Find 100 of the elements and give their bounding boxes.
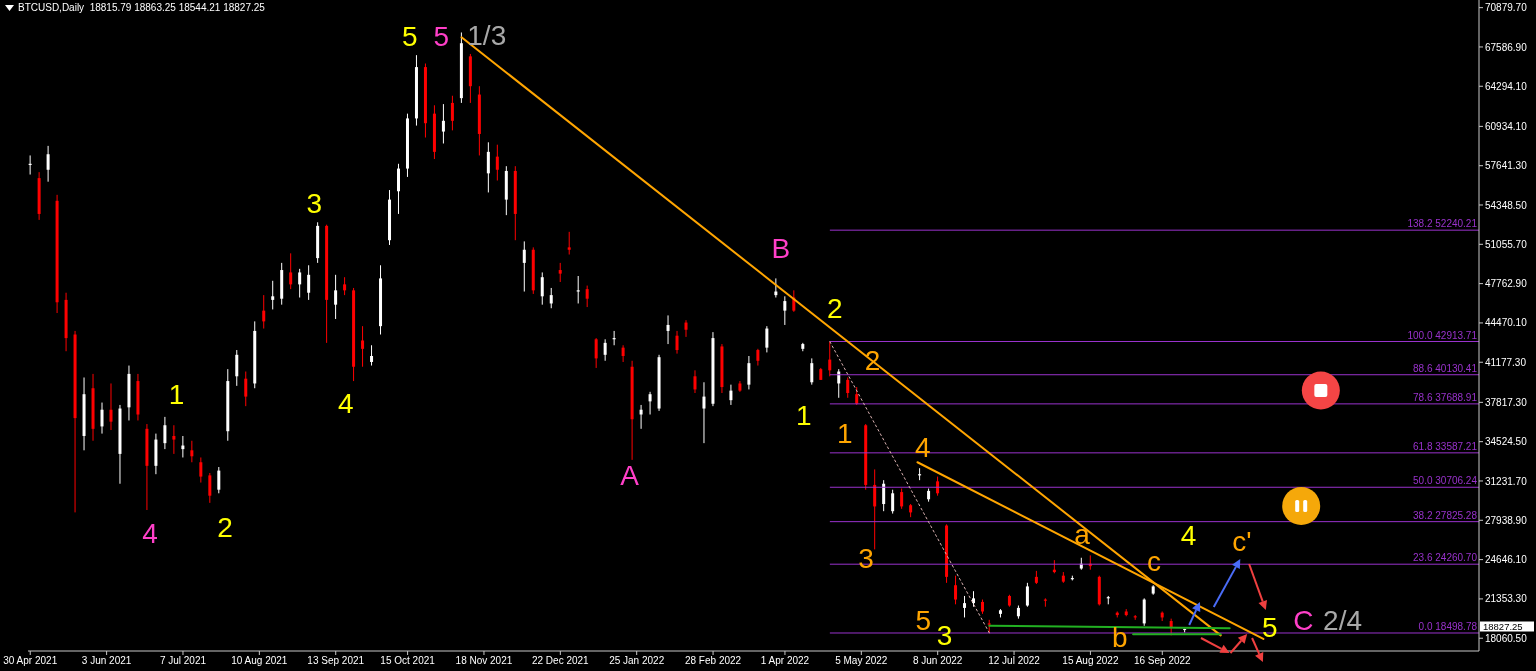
annotation: 5 [915,605,932,636]
candlestick [648,391,652,415]
candlestick [954,575,958,605]
x-tick-label: 15 Aug 2022 [1062,655,1119,667]
annotation: 2 [217,512,233,543]
candlestick [684,319,688,338]
x-tick-label: 12 Jul 2022 [988,655,1041,667]
candlestick [540,271,544,306]
candlestick [262,294,266,330]
candlestick [567,231,571,256]
y-tick-label: 27938.90 [1485,514,1528,526]
x-tick-label: 5 May 2022 [835,655,888,667]
y-tick-label: 57641.30 [1485,160,1528,172]
x-tick-label: 28 Feb 2022 [684,655,742,667]
ref-line-label: 88.6 40130.41 [1413,362,1478,374]
ref-line-label: 78.6 37688.91 [1413,391,1478,403]
x-tick-label: 7 Jul 2021 [159,655,207,667]
candlestick [163,416,167,450]
y-tick-label: 67586.90 [1485,41,1528,53]
x-tick-label: 1 Apr 2022 [760,655,810,667]
candlestick [271,280,275,310]
candlestick [585,285,589,308]
candlestick [558,262,562,283]
candlestick [693,369,697,394]
candlestick [298,268,302,298]
candlestick [765,325,769,353]
candlestick [549,287,553,309]
candlestick [603,338,607,362]
candlestick [783,295,787,326]
candlestick [46,145,50,183]
candlestick [666,314,670,345]
candlestick [289,252,293,290]
candlestick [702,381,706,444]
y-tick-label: 44470.10 [1485,317,1528,329]
y-tick-label: 41177.30 [1485,356,1527,368]
text: 18827.25 [1483,621,1523,632]
candlestick [450,95,454,131]
candlestick [361,325,365,368]
candlestick [522,240,526,293]
candlestick [208,472,212,504]
x-tick-label: 13 Sep 2021 [307,655,365,667]
y-tick-label: 21353.30 [1485,593,1528,605]
x-tick-label: 22 Dec 2021 [531,655,590,667]
y-tick-label: 18060.50 [1485,632,1528,644]
annotation: 1 [168,379,185,410]
x-tick-label: 25 Jan 2022 [609,655,665,667]
candlestick [846,376,850,399]
annotation: 2 [827,293,843,325]
candlestick [729,384,733,406]
ref-line-label: 50.0 30706.24 [1413,475,1478,487]
y-tick-label: 70879.70 [1485,2,1528,14]
annotation: 3 [936,620,953,651]
candlestick [235,349,239,387]
y-tick-label: 24646.10 [1485,554,1528,566]
candlestick [100,402,104,435]
y-tick-label: 37817.30 [1485,396,1528,408]
x-tick-label: 18 Nov 2021 [455,655,513,667]
ref-line-label: 100.0 42913.71 [1407,329,1478,341]
candlestick [441,103,445,144]
candlestick [963,595,967,618]
ref-line-label: 0.0 18498.78 [1418,620,1478,632]
y-tick-label: 64294.10 [1485,80,1528,92]
candlestick [172,424,176,455]
candlestick [900,488,904,510]
candlestick [594,337,598,369]
candlestick [109,382,113,431]
annotation: 3 [306,188,323,220]
candlestick [576,275,580,304]
candlestick [190,440,194,463]
annotation: a [1074,519,1091,550]
candlestick [334,274,338,320]
y-tick-label: 47762.90 [1485,278,1528,290]
annotation: 2/4 [1323,605,1363,637]
y-tick-label: 31231.70 [1485,475,1528,487]
candlestick [1025,582,1029,608]
annotation: C [1293,605,1314,637]
x-tick-label: 15 Oct 2021 [380,655,436,667]
candlestick [639,404,643,430]
ref-line-label: 138.2 52240.21 [1407,218,1478,230]
candlestick [621,344,625,363]
candlestick [217,466,221,494]
annotation: c' [1232,526,1252,557]
annotation: B [771,232,791,264]
annotation: 5 [1262,612,1278,644]
candlestick [1142,597,1146,627]
ref-line-label: 38.2 27825.28 [1413,509,1478,521]
candlestick [675,330,679,355]
candlestick [828,341,832,377]
x-tick-label: 8 Jun 2022 [912,655,963,667]
candlestick [307,264,311,301]
candlestick [199,456,203,484]
ref-line-label: 61.8 33587.21 [1413,440,1478,452]
candlestick [747,355,751,390]
annotation: 4 [914,431,931,463]
annotation: 5 [401,21,418,53]
y-tick-label: 60934.10 [1485,120,1528,132]
y-tick-label: 51055.70 [1485,238,1528,250]
x-tick-label: 3 Jun 2021 [81,655,132,667]
annotation: b [1111,622,1128,653]
candlestick [397,163,400,215]
